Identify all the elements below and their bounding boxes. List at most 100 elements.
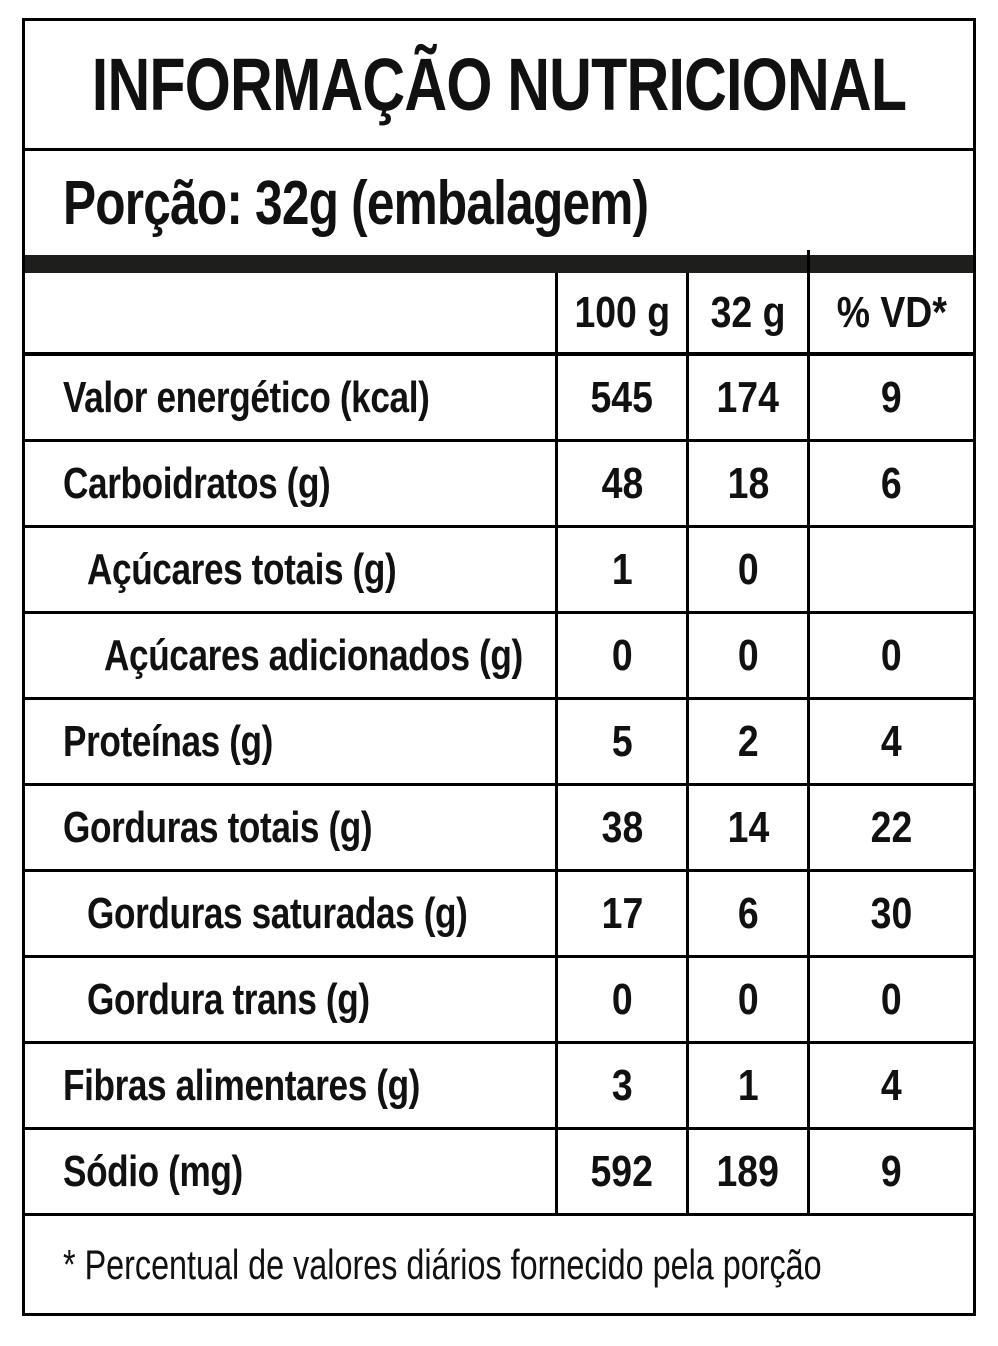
value-vd-cell: 4 bbox=[810, 700, 973, 783]
nutrient-label-cell: Açúcares adicionados (g) bbox=[25, 614, 558, 697]
value-per100: 0 bbox=[611, 974, 633, 1024]
value-per32-cell: 18 bbox=[689, 442, 810, 525]
value-vd: 4 bbox=[881, 1060, 902, 1110]
table-row-acucares-adicionados: Açúcares adicionados (g) 0 0 0 bbox=[25, 614, 973, 700]
value-per100: 545 bbox=[590, 372, 654, 422]
nutrition-table-card: INFORMAÇÃO NUTRICIONAL Porção: 32g (emba… bbox=[22, 18, 976, 1316]
value-vd: 0 bbox=[881, 630, 902, 680]
nutrient-label-cell: Gorduras saturadas (g) bbox=[25, 872, 558, 955]
value-per100-cell: 3 bbox=[558, 1044, 689, 1127]
header-cell-vd: % VD* bbox=[810, 273, 973, 352]
value-per32: 2 bbox=[737, 716, 759, 766]
nutrient-label: Gordura trans (g) bbox=[87, 974, 370, 1024]
nutrient-label: Gorduras saturadas (g) bbox=[87, 888, 468, 938]
value-vd: 9 bbox=[881, 372, 902, 422]
value-per32-cell: 1 bbox=[689, 1044, 810, 1127]
value-per32-cell: 189 bbox=[689, 1130, 810, 1213]
separator-bar-notch bbox=[807, 250, 810, 273]
table-row-carboidratos: Carboidratos (g) 48 18 6 bbox=[25, 442, 973, 528]
value-per100: 38 bbox=[601, 802, 643, 852]
value-per32-cell: 0 bbox=[689, 614, 810, 697]
value-per32: 0 bbox=[737, 974, 759, 1024]
nutrient-label-cell: Sódio (mg) bbox=[25, 1130, 558, 1213]
value-per100: 0 bbox=[611, 630, 633, 680]
nutrient-label-cell: Açúcares totais (g) bbox=[25, 528, 558, 611]
value-per100-cell: 38 bbox=[558, 786, 689, 869]
value-per32: 0 bbox=[737, 630, 759, 680]
value-per32-cell: 2 bbox=[689, 700, 810, 783]
nutrient-label: Valor energético (kcal) bbox=[63, 372, 430, 422]
value-per32: 174 bbox=[716, 372, 780, 422]
table-row-proteinas: Proteínas (g) 5 2 4 bbox=[25, 700, 973, 786]
separator-bar bbox=[25, 250, 973, 273]
value-vd: 30 bbox=[870, 888, 913, 938]
nutrient-label: Sódio (mg) bbox=[63, 1146, 243, 1196]
value-vd-cell: 6 bbox=[810, 442, 973, 525]
value-per100: 5 bbox=[611, 716, 633, 766]
serving-size-text: Porção: 32g (embalagem) bbox=[63, 168, 649, 238]
nutrient-label-cell: Proteínas (g) bbox=[25, 700, 558, 783]
value-per32-cell: 0 bbox=[689, 958, 810, 1041]
footnote-row: * Percentual de valores diários fornecid… bbox=[25, 1216, 973, 1313]
value-per32: 18 bbox=[727, 458, 769, 508]
header-cell-empty bbox=[25, 273, 558, 352]
nutrient-label-cell: Fibras alimentares (g) bbox=[25, 1044, 558, 1127]
value-per100: 3 bbox=[611, 1060, 633, 1110]
value-vd: 6 bbox=[881, 458, 902, 508]
column-header-per100: 100 g bbox=[574, 287, 670, 337]
value-per100-cell: 545 bbox=[558, 356, 689, 439]
nutrient-label: Proteínas (g) bbox=[63, 716, 273, 766]
value-vd-cell: 0 bbox=[810, 614, 973, 697]
column-header-vd: % VD* bbox=[836, 287, 947, 337]
footnote-text: * Percentual de valores diários fornecid… bbox=[63, 1240, 822, 1288]
column-header-row: 100 g 32 g % VD* bbox=[25, 273, 973, 356]
value-vd-cell: 9 bbox=[810, 1130, 973, 1213]
value-per32: 189 bbox=[716, 1146, 780, 1196]
header-cell-per32: 32 g bbox=[689, 273, 810, 352]
value-vd: 0 bbox=[881, 974, 902, 1024]
value-vd-cell bbox=[810, 528, 973, 611]
table-row-fibras: Fibras alimentares (g) 3 1 4 bbox=[25, 1044, 973, 1130]
nutrient-label: Carboidratos (g) bbox=[63, 458, 331, 508]
value-per100-cell: 17 bbox=[558, 872, 689, 955]
value-per32: 0 bbox=[737, 544, 759, 594]
header-cell-per100: 100 g bbox=[558, 273, 689, 352]
value-per100: 1 bbox=[611, 544, 633, 594]
table-row-valor-energetico: Valor energético (kcal) 545 174 9 bbox=[25, 356, 973, 442]
value-per32-cell: 6 bbox=[689, 872, 810, 955]
serving-row: Porção: 32g (embalagem) bbox=[25, 151, 973, 255]
value-per100: 592 bbox=[590, 1146, 654, 1196]
nutrient-label: Açúcares adicionados (g) bbox=[104, 630, 523, 680]
value-per32-cell: 174 bbox=[689, 356, 810, 439]
value-vd-cell: 9 bbox=[810, 356, 973, 439]
column-header-per32: 32 g bbox=[710, 287, 786, 337]
value-per100: 17 bbox=[601, 888, 643, 938]
value-per100-cell: 0 bbox=[558, 614, 689, 697]
value-per100-cell: 5 bbox=[558, 700, 689, 783]
value-per100: 48 bbox=[601, 458, 643, 508]
value-vd: 9 bbox=[881, 1146, 902, 1196]
value-per32-cell: 0 bbox=[689, 528, 810, 611]
value-vd-cell: 0 bbox=[810, 958, 973, 1041]
nutrient-label: Gorduras totais (g) bbox=[63, 802, 373, 852]
value-vd-cell: 30 bbox=[810, 872, 973, 955]
value-per100-cell: 0 bbox=[558, 958, 689, 1041]
title-row: INFORMAÇÃO NUTRICIONAL bbox=[25, 21, 973, 151]
page-title: INFORMAÇÃO NUTRICIONAL bbox=[91, 43, 907, 126]
nutrient-label-cell: Gordura trans (g) bbox=[25, 958, 558, 1041]
value-per100-cell: 1 bbox=[558, 528, 689, 611]
value-vd: 22 bbox=[870, 802, 913, 852]
value-per100-cell: 592 bbox=[558, 1130, 689, 1213]
nutrient-label-cell: Carboidratos (g) bbox=[25, 442, 558, 525]
value-vd-cell: 4 bbox=[810, 1044, 973, 1127]
nutrient-label-cell: Valor energético (kcal) bbox=[25, 356, 558, 439]
value-per32: 14 bbox=[727, 802, 769, 852]
table-row-acucares-totais: Açúcares totais (g) 1 0 bbox=[25, 528, 973, 614]
value-per32: 1 bbox=[737, 1060, 759, 1110]
value-per32: 6 bbox=[737, 888, 759, 938]
table-row-gorduras-totais: Gorduras totais (g) 38 14 22 bbox=[25, 786, 973, 872]
table-row-sodio: Sódio (mg) 592 189 9 bbox=[25, 1130, 973, 1216]
value-vd: 4 bbox=[881, 716, 902, 766]
table-row-gordura-trans: Gordura trans (g) 0 0 0 bbox=[25, 958, 973, 1044]
table-row-gorduras-saturadas: Gorduras saturadas (g) 17 6 30 bbox=[25, 872, 973, 958]
